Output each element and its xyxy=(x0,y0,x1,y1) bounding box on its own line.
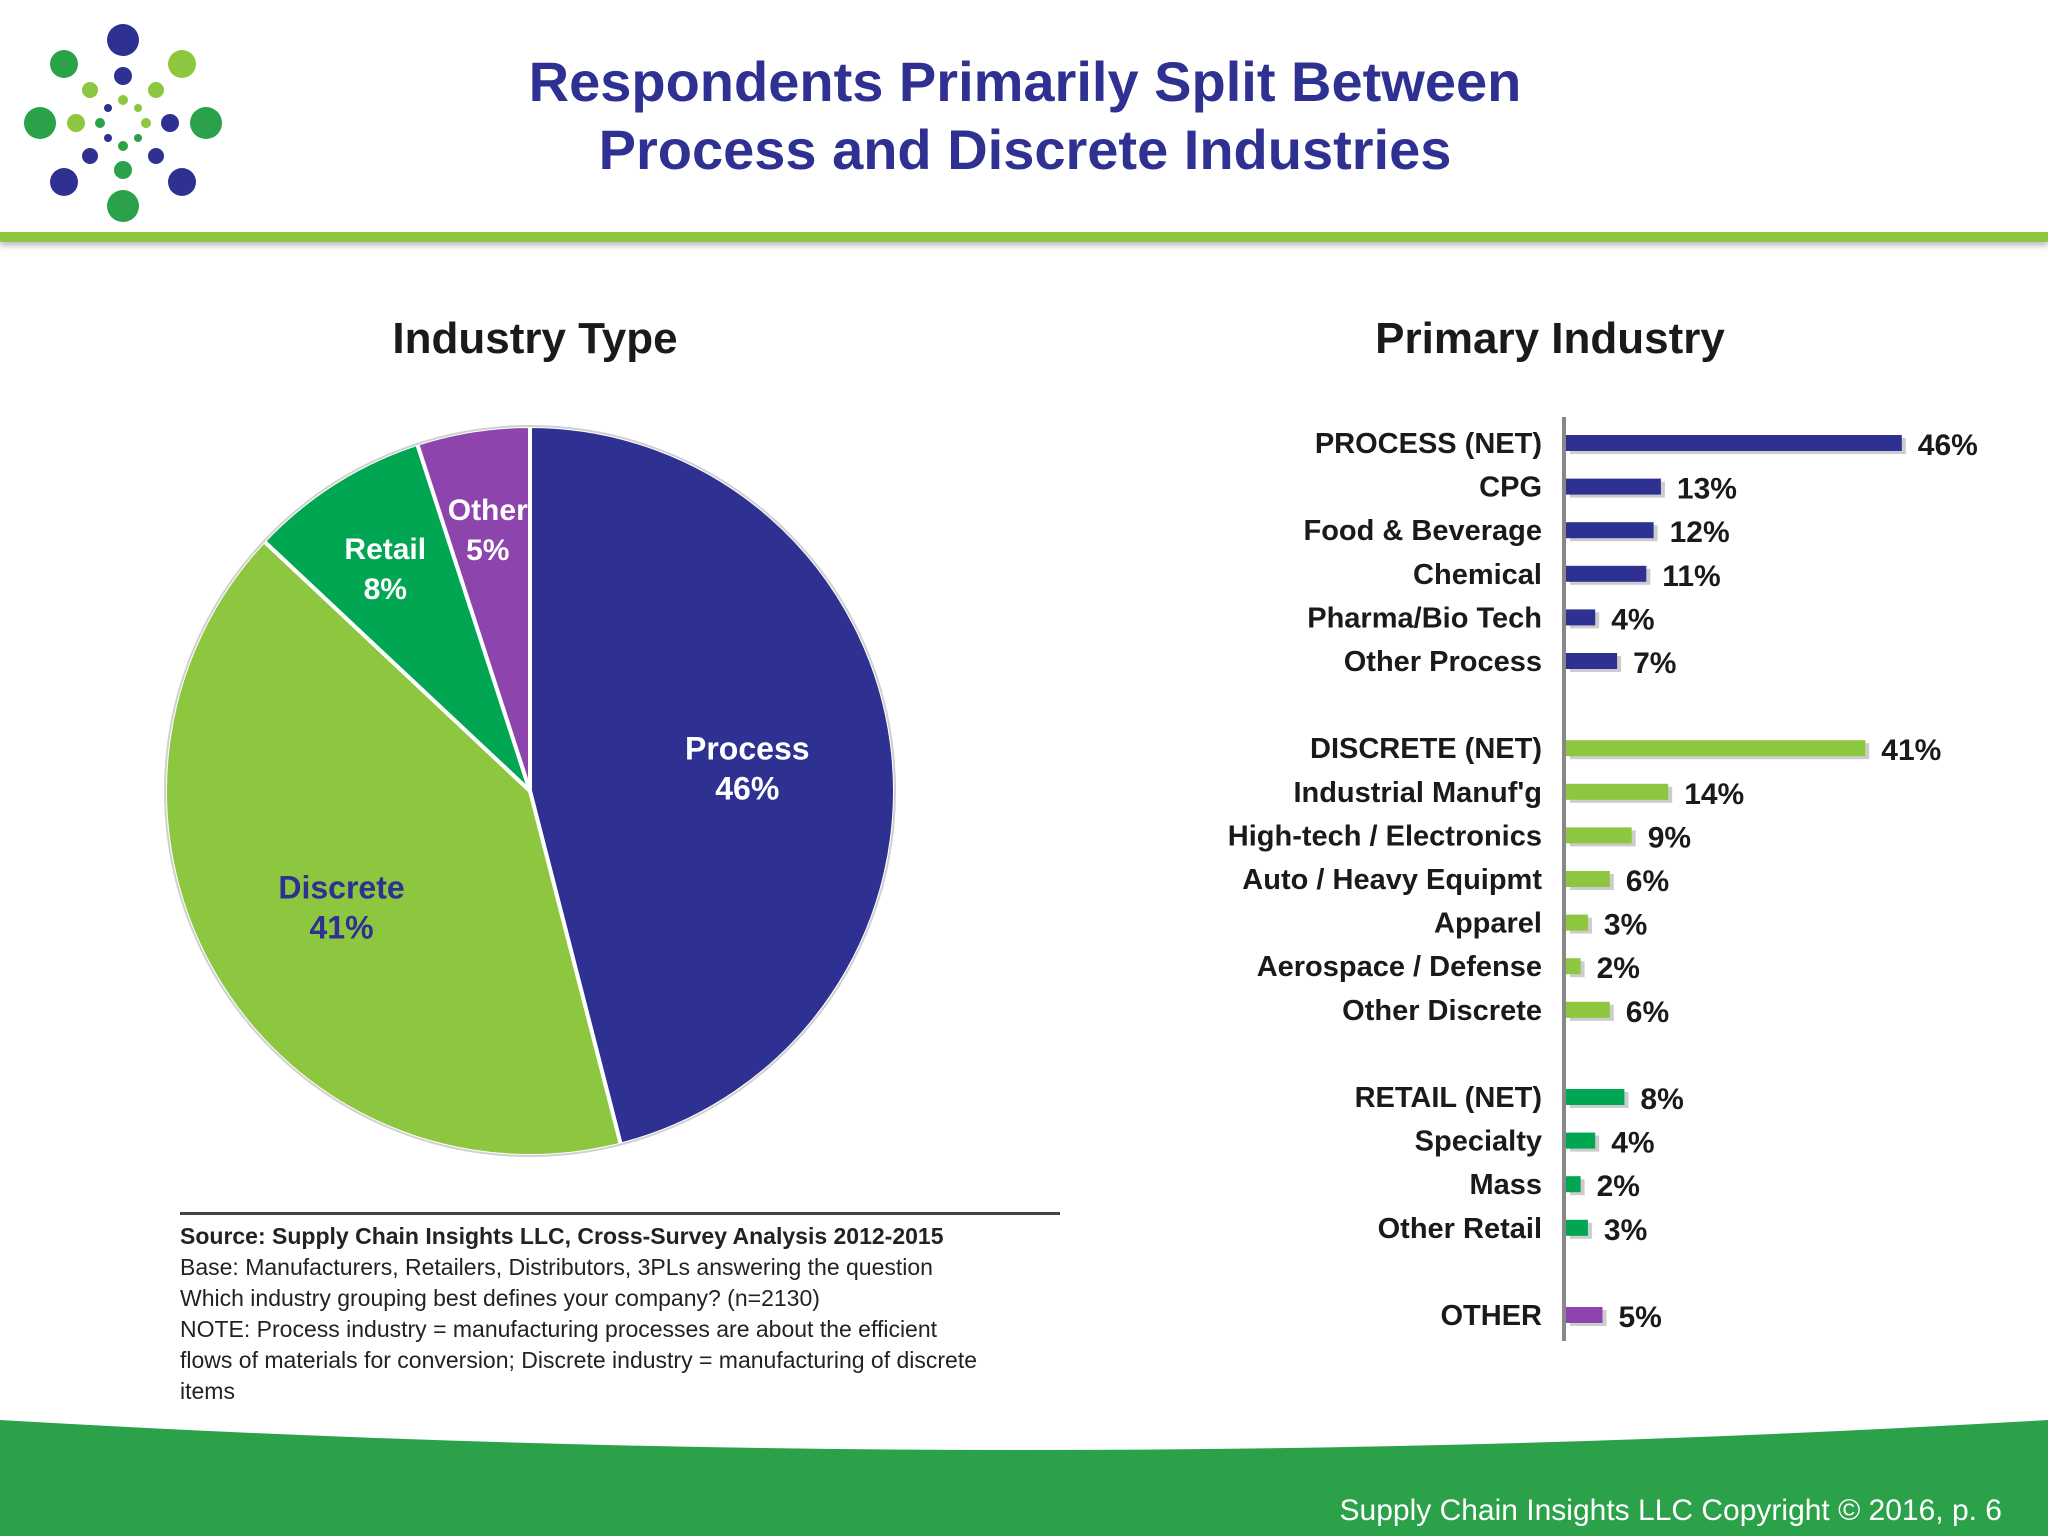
bar-label-high-tech-electronics: High-tech / Electronics xyxy=(1228,820,1542,852)
note-line-3: items xyxy=(180,1378,235,1404)
bar-discrete-net xyxy=(1566,740,1866,757)
pie-label-other: Other xyxy=(448,494,528,527)
bar-value-other: 5% xyxy=(1619,1301,1662,1334)
bar-mass xyxy=(1566,1176,1581,1193)
pie-label-discrete: Discrete xyxy=(278,869,404,905)
bar-value-chemical: 11% xyxy=(1662,560,1720,593)
page-title-line1: Respondents Primarily Split Between xyxy=(528,50,1522,113)
bar-label-industrial-manuf-g: Industrial Manuf'g xyxy=(1293,777,1542,809)
bar-value-auto-heavy-equipmt: 6% xyxy=(1626,865,1669,898)
bar-food-beverage xyxy=(1566,522,1654,539)
bar-apparel xyxy=(1566,914,1588,931)
source-line: Source: Supply Chain Insights LLC, Cross… xyxy=(180,1223,944,1249)
bar-label-cpg: CPG xyxy=(1479,472,1542,504)
bar-label-apparel: Apparel xyxy=(1434,908,1542,940)
bar-other-discrete xyxy=(1566,1001,1610,1018)
bar-industrial-manuf-g xyxy=(1566,783,1669,800)
bar-label-auto-heavy-equipmt: Auto / Heavy Equipmt xyxy=(1242,864,1542,896)
header-divider xyxy=(0,232,2048,242)
bar-label-process-net: PROCESS (NET) xyxy=(1315,428,1542,460)
bar-label-discrete-net: DISCRETE (NET) xyxy=(1310,733,1542,765)
bar-label-mass: Mass xyxy=(1469,1169,1542,1201)
bar-label-chemical: Chemical xyxy=(1413,559,1542,591)
bar-value-other-discrete: 6% xyxy=(1626,996,1669,1029)
bar-label-other-discrete: Other Discrete xyxy=(1342,995,1542,1027)
question-line: Which industry grouping best defines you… xyxy=(180,1285,820,1311)
bar-value-pharma-bio-tech: 4% xyxy=(1611,603,1654,636)
bar-label-specialty: Specialty xyxy=(1415,1126,1542,1158)
note-line-2: flows of materials for conversion; Discr… xyxy=(180,1347,978,1373)
copyright-text: Supply Chain Insights LLC Copyright © 20… xyxy=(1339,1494,2003,1527)
bar-aerospace-defense xyxy=(1566,958,1581,975)
bar-value-cpg: 13% xyxy=(1677,473,1737,506)
bar-specialty xyxy=(1566,1132,1596,1149)
bar-chart-title: Primary Industry xyxy=(1375,314,1725,363)
base-line: Base: Manufacturers, Retailers, Distribu… xyxy=(180,1254,933,1280)
pie-value-retail: 8% xyxy=(364,573,407,606)
bar-process-net xyxy=(1566,435,1902,451)
bar-label-pharma-bio-tech: Pharma/Bio Tech xyxy=(1307,602,1542,634)
bar-pharma-bio-tech xyxy=(1566,609,1596,626)
bar-label-aerospace-defense: Aerospace / Defense xyxy=(1257,951,1542,983)
pie-chart-title: Industry Type xyxy=(392,314,678,363)
bar-label-retail-net: RETAIL (NET) xyxy=(1355,1082,1542,1114)
bar-high-tech-electronics xyxy=(1566,827,1632,844)
pie-label-process: Process xyxy=(685,731,810,767)
bar-auto-heavy-equipmt xyxy=(1566,871,1610,887)
bar-value-apparel: 3% xyxy=(1604,909,1647,942)
bar-label-other: OTHER xyxy=(1441,1300,1543,1332)
bar-value-aerospace-defense: 2% xyxy=(1597,952,1640,985)
page-title: Respondents Primarily Split Between Proc… xyxy=(300,48,1750,184)
bar-value-industrial-manuf-g: 14% xyxy=(1684,778,1744,811)
bar-label-other-retail: Other Retail xyxy=(1378,1213,1542,1245)
bar-cpg xyxy=(1566,478,1661,495)
bar-value-retail-net: 8% xyxy=(1640,1083,1683,1116)
bar-value-other-process: 7% xyxy=(1633,647,1676,680)
logo-dots-icon xyxy=(24,24,222,222)
bar-value-process-net: 46% xyxy=(1918,429,1978,462)
bar-value-specialty: 4% xyxy=(1611,1127,1654,1160)
footer-wave xyxy=(0,1420,2048,1536)
bar-value-food-beverage: 12% xyxy=(1670,516,1730,549)
bar-label-other-process: Other Process xyxy=(1344,646,1542,678)
pie-value-discrete: 41% xyxy=(309,909,373,945)
bar-other xyxy=(1566,1307,1603,1323)
note-line-1: NOTE: Process industry = manufacturing p… xyxy=(180,1316,938,1342)
bar-value-high-tech-electronics: 9% xyxy=(1648,821,1691,854)
pie-outline xyxy=(164,425,896,1157)
footer-band: Supply Chain Insights LLC Copyright © 20… xyxy=(0,1420,2048,1536)
bar-other-retail xyxy=(1566,1219,1588,1236)
bar-value-discrete-net: 41% xyxy=(1881,734,1941,767)
bar-chemical xyxy=(1566,565,1647,582)
company-logo xyxy=(24,24,222,222)
pie-label-retail: Retail xyxy=(344,533,426,566)
page-title-line2: Process and Discrete Industries xyxy=(598,118,1452,181)
pie-value-process: 46% xyxy=(715,771,779,807)
bar-value-other-retail: 3% xyxy=(1604,1214,1647,1247)
bar-value-mass: 2% xyxy=(1597,1170,1640,1203)
primary-industry-bar-chart: PROCESS (NET) 46% CPG 13% Food & Beverage 12%… xyxy=(1228,417,1978,1341)
source-note: Source: Supply Chain Insights LLC, Cross… xyxy=(180,1212,1060,1407)
bar-retail-net xyxy=(1566,1089,1625,1105)
bar-other-process xyxy=(1566,653,1618,669)
industry-type-pie-chart: Process 46% Discrete 41% Retail 8% Other 5% xyxy=(163,423,897,1158)
pie-value-other: 5% xyxy=(466,534,509,567)
bar-label-food-beverage: Food & Beverage xyxy=(1304,515,1543,547)
